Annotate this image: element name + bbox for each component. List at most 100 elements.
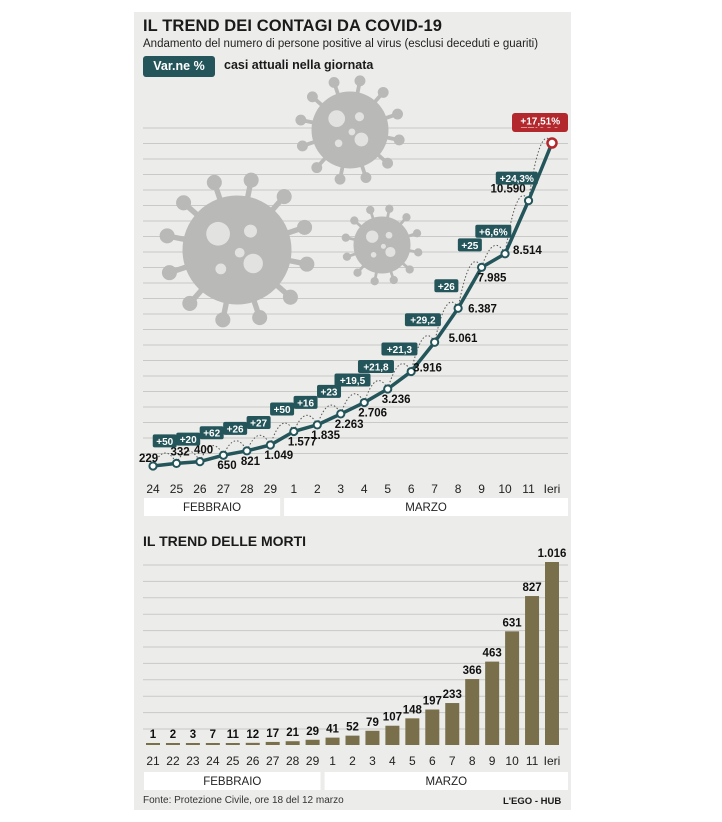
month-label: FEBBRAIO [203, 776, 261, 788]
x-tick-label: 29 [264, 482, 278, 496]
bar-value-label: 463 [483, 648, 502, 660]
bar-value-label: 2 [170, 729, 176, 741]
bar [285, 741, 300, 745]
virus-spike-tip [243, 172, 259, 188]
change-label: +23 [321, 387, 338, 398]
virus-spike-tip [215, 312, 231, 328]
change-label: +26 [227, 424, 244, 435]
virus-spike-tip [206, 174, 222, 190]
bar [365, 730, 380, 745]
bar-value-label: 79 [366, 717, 379, 729]
bar [525, 596, 540, 745]
value-label: 2.263 [335, 419, 364, 431]
change-arc [528, 137, 553, 201]
change-badge [357, 359, 394, 373]
change-badge [176, 432, 201, 446]
bar-value-label: 17 [266, 728, 279, 740]
virus-spot [366, 230, 379, 243]
change-badge [270, 402, 295, 416]
x-tick-label: 9 [478, 482, 485, 496]
change-label: +19,5 [340, 376, 366, 387]
x-tick-label: 6 [429, 754, 436, 768]
bar-value-labels: 1 2 3 7 11 12 17 21 29 41 52 79 10714819723336646363… [150, 548, 567, 741]
x-tick-label: 2 [314, 482, 321, 496]
virus-icon [159, 172, 315, 328]
bar [325, 737, 340, 745]
bars [146, 562, 559, 745]
value-label: 229 [139, 453, 158, 465]
bar [165, 743, 180, 745]
virus-spike-tip [297, 140, 308, 152]
change-arc [363, 380, 389, 403]
bar [385, 725, 400, 745]
x-tick-label: 4 [361, 482, 368, 496]
bar [445, 703, 460, 745]
bar [425, 709, 440, 745]
month-band [144, 772, 321, 790]
x-tick-label: 22 [166, 754, 180, 768]
virus-spike-tip [176, 195, 192, 211]
x-tick-label: Ieri [544, 482, 561, 496]
virus-spike-tip [392, 108, 403, 120]
x-tick-label: 24 [146, 482, 160, 496]
change-badge [457, 238, 482, 252]
virus-spot [354, 132, 369, 147]
value-label: 8.514 [513, 245, 542, 257]
virus-spike-tip [366, 205, 375, 215]
value-label: 5.061 [449, 333, 478, 345]
virus-icon [341, 204, 423, 286]
x-tick-label: 10 [498, 482, 512, 496]
change-arc [410, 335, 436, 372]
bar [345, 735, 360, 745]
virus-spike-tip [360, 172, 372, 183]
source-note: Fonte: Protezione Civile, ore 18 del 12 … [143, 795, 344, 806]
month-bands: FEBBRAIO MARZO [144, 772, 568, 790]
change-badge [199, 426, 224, 440]
virus-spot [385, 246, 396, 258]
change-label: +20 [180, 435, 197, 446]
bar [485, 661, 500, 745]
virus-spike-tip [334, 173, 346, 185]
bar-value-label: 827 [522, 582, 541, 594]
x-tick-label: 8 [455, 482, 462, 496]
virus-spot [348, 128, 356, 136]
x-tick-label: 26 [246, 754, 260, 768]
virus-spike-tip [377, 86, 389, 98]
month-label: MARZO [426, 776, 468, 788]
virus-spike-tip [306, 91, 318, 103]
virus-spike-tip [354, 75, 366, 87]
virus-spot [370, 252, 377, 258]
virus-spike-tip [297, 219, 313, 235]
virus-spike-tip [311, 162, 323, 174]
change-badge [404, 313, 441, 327]
change-arc [269, 422, 295, 446]
x-tick-label: Ieri [544, 754, 561, 768]
bar-value-label: 1 [150, 729, 157, 741]
x-tick-label: 6 [408, 482, 415, 496]
bar-value-label: 1.016 [538, 548, 567, 560]
x-tick-label: 24 [206, 754, 220, 768]
data-point [312, 420, 322, 430]
bar-value-label: 233 [443, 689, 462, 701]
bar [465, 679, 480, 745]
x-tick-label: 3 [369, 754, 376, 768]
virus-spike-tip [385, 204, 394, 213]
data-point [265, 440, 275, 450]
x-tick-label: 26 [193, 482, 207, 496]
virus-spot [385, 231, 393, 239]
virus-spot [334, 139, 343, 148]
x-tick-label: 1 [290, 482, 297, 496]
bar [185, 743, 200, 745]
virus-spike-tip [382, 157, 394, 169]
bar-value-label: 29 [306, 726, 319, 738]
data-point [383, 384, 393, 394]
change-badges: +50 +20 +62 +26 +27 +50 +16 +23+19,5 +21,8 +21,3 +… [152, 114, 565, 448]
month-band [144, 498, 281, 516]
value-label: 6.387 [468, 303, 497, 315]
virus-spike-tip [282, 289, 298, 305]
x-tick-label: 21 [146, 754, 160, 768]
bar [305, 739, 320, 745]
virus-spike-tip [328, 77, 340, 88]
change-badge [246, 415, 271, 429]
legend-badge: Var.ne % [143, 56, 215, 77]
